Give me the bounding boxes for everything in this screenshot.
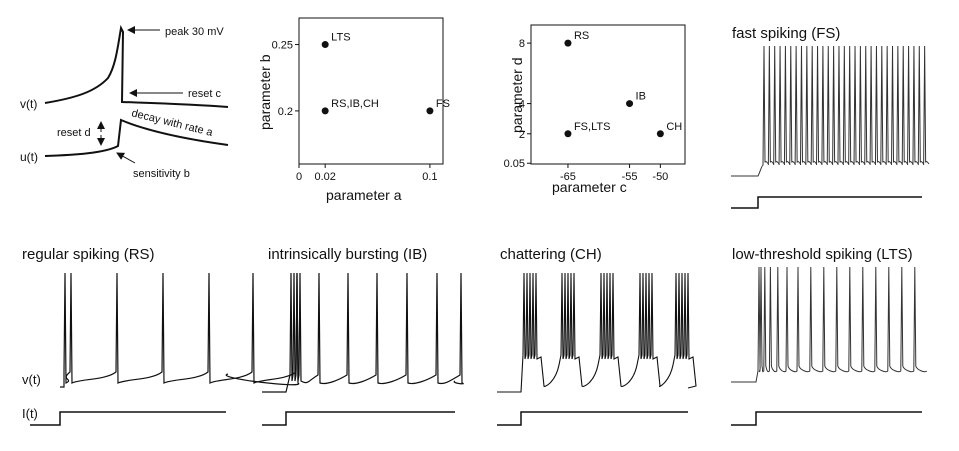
scatter-point xyxy=(426,107,434,115)
trace-ch-title: chattering (CH) xyxy=(500,246,602,263)
scatter-ab-frame xyxy=(298,17,444,165)
point-label: CH xyxy=(666,121,682,133)
x-tick-label: -50 xyxy=(652,171,668,183)
y-tick-label: 2 xyxy=(519,129,525,141)
y-tick-label: 0.05 xyxy=(504,158,525,170)
scatter-ab-xlabel: parameter a xyxy=(326,187,402,203)
scatter-point xyxy=(626,100,634,108)
trace-lts-i xyxy=(731,411,922,426)
y-tick-label: 4 xyxy=(519,99,525,111)
x-tick-label: 0 xyxy=(296,171,302,183)
trace-ch-v xyxy=(497,272,697,393)
peak-label: peak 30 mV xyxy=(165,26,224,38)
trace-lts: low-threshold spiking (LTS) xyxy=(731,246,928,426)
scatter-cd: -65 -55 -50 0.05 2 4 8 RS IB FS,LTS CH parameter c… xyxy=(504,24,686,195)
trace-fs-title: fast spiking (FS) xyxy=(732,25,840,42)
model-diagram: peak 30 mV reset c v(t) u(t) reset d dec… xyxy=(20,24,229,180)
trace-ib: intrinsically bursting (IB) xyxy=(262,246,464,426)
scatter-point xyxy=(564,39,572,47)
trace-ib-v xyxy=(262,272,464,393)
point-label: LTS xyxy=(331,32,350,44)
trace-rs-i xyxy=(30,411,226,426)
scatter-point xyxy=(321,41,329,49)
trace-lts-v xyxy=(731,266,928,383)
trace-rs-i-label: I(t) xyxy=(22,406,38,421)
trace-ib-title: intrinsically bursting (IB) xyxy=(268,246,427,263)
point-label: RS xyxy=(574,30,589,42)
point-label: IB xyxy=(636,91,646,103)
scatter-ab-ylabel: parameter b xyxy=(257,54,273,130)
y-tick-label: 0.2 xyxy=(278,106,293,118)
point-label: FS xyxy=(436,98,450,110)
scatter-cd-ylabel: parameter d xyxy=(509,58,525,133)
scatter-point xyxy=(656,130,664,138)
reset-d-label: reset d xyxy=(57,127,91,139)
x-tick-label: 0.1 xyxy=(422,171,437,183)
point-label: FS,LTS xyxy=(574,121,610,133)
trace-lts-title: low-threshold spiking (LTS) xyxy=(732,246,913,263)
trace-fs-v xyxy=(731,45,930,177)
scatter-cd-frame xyxy=(530,24,686,165)
trace-ch: chattering (CH) xyxy=(497,246,697,426)
x-tick-label: 0.02 xyxy=(314,171,335,183)
scatter-point xyxy=(564,130,572,138)
v-label: v(t) xyxy=(20,97,37,111)
trace-ch-i xyxy=(497,411,688,426)
sensitivity-label: sensitivity b xyxy=(133,168,190,180)
trace-rs: regular spiking (RS) v(t) I(t) xyxy=(22,246,300,426)
trace-rs-title: regular spiking (RS) xyxy=(22,246,155,263)
u-label: u(t) xyxy=(20,150,38,164)
diagram-v-trace xyxy=(44,24,229,108)
trace-ib-i xyxy=(262,411,455,426)
trace-rs-v-label: v(t) xyxy=(22,372,41,387)
trace-fs: fast spiking (FS) xyxy=(731,25,930,209)
x-tick-label: -65 xyxy=(560,171,576,183)
reset-c-label: reset c xyxy=(188,88,222,100)
x-tick-label: -55 xyxy=(622,171,638,183)
diagram-u-trace xyxy=(44,118,229,157)
trace-rs-v xyxy=(60,272,300,388)
point-label: RS,IB,CH xyxy=(331,98,379,110)
sensitivity-arrow xyxy=(116,152,136,164)
y-tick-label: 8 xyxy=(519,38,525,50)
scatter-cd-xlabel: parameter c xyxy=(552,179,627,195)
trace-fs-i xyxy=(731,196,922,209)
y-tick-label: 0.25 xyxy=(272,40,293,52)
scatter-point xyxy=(321,107,329,115)
scatter-ab: 0 0.02 0.1 0.2 0.25 LTS RS,IB,CH FS parameter a… xyxy=(257,17,450,203)
